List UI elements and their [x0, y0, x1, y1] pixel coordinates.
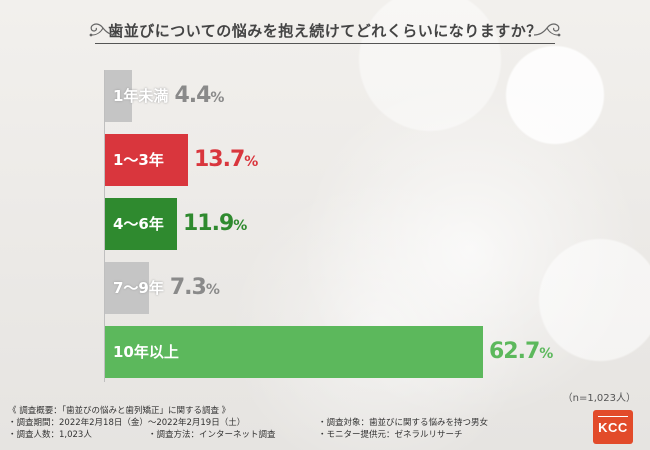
bar-value-label: 4.4% [174, 70, 224, 122]
kcc-logo-line [598, 416, 628, 417]
bar-value-unit: % [205, 282, 220, 298]
sample-size-note: （n=1,023人） [562, 393, 636, 404]
bar-category-label: 10年以上 [113, 343, 179, 361]
bar-value-label: 11.9% [183, 198, 247, 250]
bar-value-number: 7.3 [169, 275, 207, 300]
survey-method: ・調査方法：インターネット調査 [148, 430, 276, 440]
bar-category-label: 7〜9年 [113, 279, 164, 297]
bar-value-unit: % [210, 90, 225, 106]
chart-title: 歯並びについての悩みを抱え続けてどれくらいになりますか？ [0, 0, 650, 60]
bar-value-label: 13.7% [194, 134, 258, 186]
bar-value-number: 11.9 [183, 211, 234, 236]
bar-value-unit: % [233, 218, 248, 234]
bar-value-number: 62.7 [489, 339, 540, 364]
kcc-logo: KCC [593, 410, 633, 444]
bar-value-label: 62.7% [489, 326, 553, 378]
bar-1 [105, 70, 132, 122]
kcc-logo-text: KCC [598, 420, 628, 435]
bar-value-number: 4.4 [174, 83, 211, 108]
survey-target: ・調査対象：歯並びに関する悩みを持つ男女 [318, 418, 489, 428]
bar-2 [105, 134, 188, 186]
survey-summary: 《 調査概要：「歯並びの悩みと歯列矯正」に関する調査 》 ・調査期間：2022年… [0, 406, 650, 450]
bar-value-number: 13.7 [194, 147, 245, 172]
bar-value-unit: % [539, 346, 554, 362]
bar-category-label: 4〜6年 [113, 215, 164, 233]
survey-provider: ・モニター提供元：ゼネラルリサーチ [318, 430, 463, 440]
chart-title-text: 歯並びについての悩みを抱え続けてどれくらいになりますか？ [108, 21, 542, 40]
survey-respondents: ・調査人数：1,023人 [8, 430, 92, 440]
category-axis-line [104, 70, 105, 382]
bar-value-label: 7.3% [170, 262, 220, 314]
bar-3 [105, 198, 177, 250]
title-underline [95, 43, 555, 44]
bar-value-unit: % [244, 154, 259, 170]
survey-period: ・調査期間：2022年2月18日（金）〜2022年2月19日（土） [8, 418, 246, 428]
survey-summary-title: 《 調査概要：「歯並びの悩みと歯列矯正」に関する調査 》 [8, 406, 231, 416]
right-ornament-icon [533, 23, 561, 37]
bar-5 [105, 326, 483, 378]
bar-category-label: 1〜3年 [113, 151, 164, 169]
bar-4 [105, 262, 149, 314]
left-ornament-icon [89, 23, 117, 37]
bar-category-label: 1年未満 [113, 87, 169, 105]
